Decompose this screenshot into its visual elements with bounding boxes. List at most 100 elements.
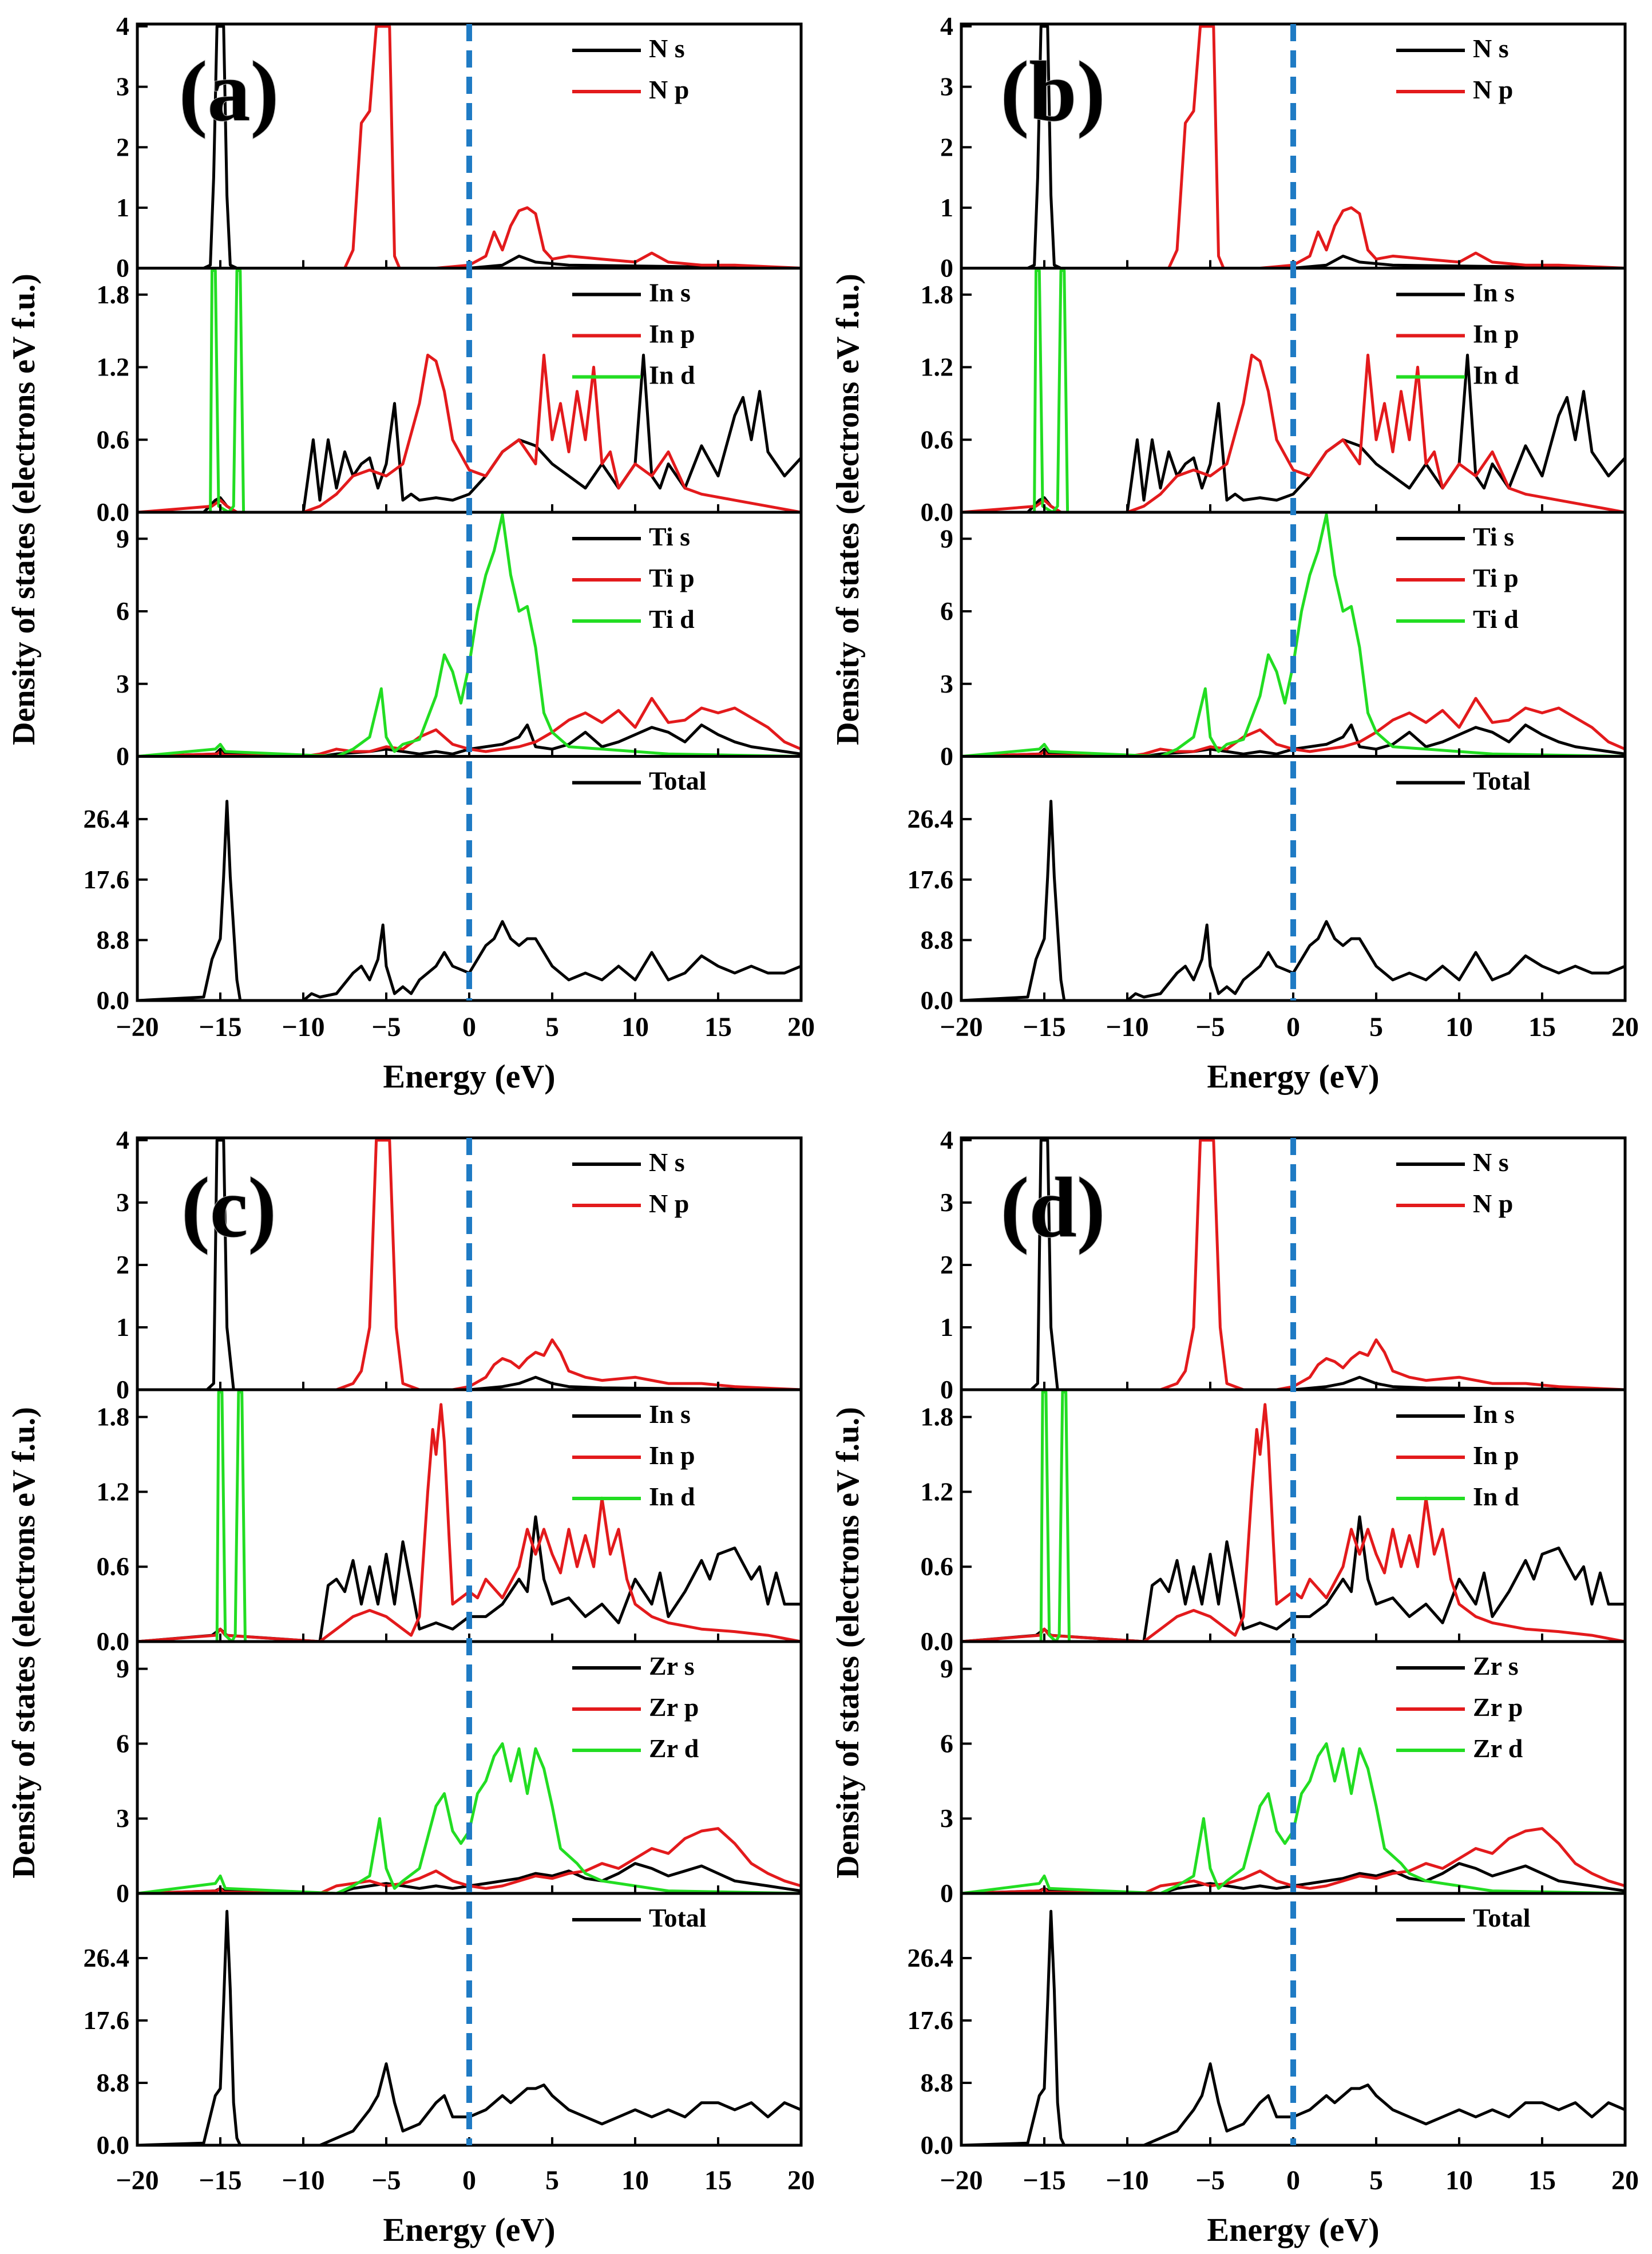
subplot-in: 0.0 0.6 1.2 1.8 In s In p In d [97, 267, 803, 527]
legend-label: In d [1473, 1482, 1519, 1511]
x-tick-label: 10 [1445, 2165, 1473, 2196]
legend-label: N s [649, 1148, 685, 1177]
x-tick-label: −15 [1023, 2165, 1065, 2196]
y-tick-label: 3 [116, 72, 129, 101]
curves [961, 513, 1625, 757]
panel-c: 0 1 2 3 4 N s N p 0.0 0.6 1.2 1.8 In s In p In d 0 3 6 9 Z… [6, 1125, 815, 2248]
y-tick-label: 0.0 [921, 986, 954, 1015]
x-tick-label: 5 [1369, 1012, 1383, 1042]
panel-d: 0 1 2 3 4 N s N p 0.0 0.6 1.2 1.8 In s In p In d 0 3 6 9 Z… [830, 1125, 1639, 2248]
series-n-s [137, 25, 801, 268]
series-in-d [961, 269, 1069, 512]
series-zr-d [961, 1742, 1625, 1893]
series-in-p [961, 1403, 1625, 1642]
subplot-in: 0.0 0.6 1.2 1.8 In s In p In d [921, 267, 1627, 527]
y-axis-label: Density of states (electrons eV f.u.) [830, 274, 866, 745]
y-tick-label: 9 [940, 524, 953, 553]
x-tick-label: 5 [545, 1012, 559, 1042]
series-zr-p [961, 1827, 1625, 1893]
y-tick-label: 1.2 [97, 353, 130, 382]
y-tick-label: 6 [116, 1729, 129, 1758]
x-tick-label: −5 [371, 2165, 401, 2196]
legend-label: In s [1473, 278, 1515, 307]
panel-letter: (d) [1000, 1160, 1105, 1255]
x-tick-label: 0 [1286, 1012, 1300, 1042]
legend-label: Total [1473, 1903, 1531, 1932]
series-in-s [137, 353, 801, 512]
series-ti-d [137, 513, 801, 757]
legend-label: Zr p [1473, 1693, 1523, 1722]
x-tick-label: 0 [1286, 2165, 1300, 2196]
x-tick-label: −10 [282, 2165, 324, 2196]
x-tick-label: 20 [1611, 1012, 1639, 1042]
series-n-p [961, 1138, 1625, 1390]
legend-label: In p [649, 319, 695, 349]
legend-label: Ti s [649, 522, 690, 551]
y-tick-label: 1 [116, 193, 129, 222]
y-tick-label: 0 [116, 1879, 129, 1908]
series-in-p [961, 353, 1625, 512]
x-tick-label: 20 [787, 1012, 815, 1042]
y-tick-label: 3 [116, 1804, 129, 1833]
y-tick-label: 2 [116, 1250, 129, 1279]
curves [137, 513, 801, 757]
legend-label: N p [1473, 75, 1513, 104]
legend-label: N p [649, 1189, 689, 1218]
subplot-ti: 0 3 6 9 Ti s Ti p Ti d [940, 511, 1627, 771]
y-tick-label: 0.0 [97, 1627, 130, 1656]
y-tick-label: 4 [116, 1125, 129, 1154]
x-tick-label: −15 [199, 2165, 241, 2196]
series-n-p [961, 25, 1625, 268]
x-tick-label: 10 [621, 2165, 649, 2196]
curves [137, 25, 801, 268]
panel-letter: (b) [1000, 44, 1105, 139]
curves [137, 1909, 801, 2145]
legend-label: N s [649, 34, 685, 63]
y-tick-label: 0.0 [921, 1627, 954, 1656]
y-tick-label: 17.6 [908, 865, 954, 894]
y-tick-label: 1.2 [921, 353, 954, 382]
y-tick-label: 0.6 [921, 425, 954, 454]
curves [137, 1138, 801, 1390]
x-tick-label: 5 [1369, 2165, 1383, 2196]
y-tick-label: 0 [116, 254, 129, 283]
x-tick-label: −20 [940, 1012, 983, 1042]
y-tick-label: 26.4 [84, 1943, 130, 1972]
legend-label: In d [1473, 361, 1519, 390]
y-tick-label: 26.4 [908, 1943, 954, 1972]
legend-label: Ti d [1473, 604, 1519, 634]
panel-b: 0 1 2 3 4 N s N p 0.0 0.6 1.2 1.8 In s In p In d 0 3 6 9 T… [830, 11, 1639, 1095]
x-tick-label: −5 [1195, 1012, 1225, 1042]
y-tick-label: 4 [940, 1125, 953, 1154]
curves [961, 1390, 1625, 1642]
legend-label: In s [649, 278, 691, 307]
y-tick-label: 3 [940, 1188, 953, 1217]
curves [961, 25, 1625, 268]
y-tick-label: 6 [940, 596, 953, 626]
legend-label: In p [1473, 1441, 1519, 1470]
legend-label: N p [1473, 1189, 1513, 1218]
series-in-d [137, 269, 245, 512]
y-axis-label: Density of states (electrons eV f.u.) [6, 1407, 42, 1879]
y-tick-label: 9 [116, 524, 129, 553]
x-tick-label: 20 [1611, 2165, 1639, 2196]
y-tick-label: 1 [940, 193, 953, 222]
curves [137, 1390, 801, 1642]
y-tick-label: 1.2 [97, 1477, 130, 1506]
x-tick-label: −20 [940, 2165, 983, 2196]
y-tick-label: 0.0 [97, 497, 130, 527]
y-tick-label: 17.6 [84, 2006, 130, 2035]
y-tick-label: 26.4 [84, 804, 130, 833]
x-axis-label: Energy (eV) [383, 1058, 555, 1095]
x-axis-label: Energy (eV) [383, 2211, 555, 2248]
y-tick-label: 1.2 [921, 1477, 954, 1506]
y-axis-label: Density of states (electrons eV f.u.) [830, 1407, 866, 1879]
x-tick-label: −5 [371, 1012, 401, 1042]
subplot-in: 0.0 0.6 1.2 1.8 In s In p In d [921, 1388, 1627, 1656]
legend-label: Ti s [1473, 522, 1514, 551]
legend-label: In d [649, 361, 695, 390]
y-tick-label: 1.8 [97, 1402, 130, 1432]
legend-label: Total [1473, 766, 1531, 796]
y-tick-label: 0.6 [97, 1552, 130, 1581]
y-tick-label: 0.6 [97, 425, 130, 454]
